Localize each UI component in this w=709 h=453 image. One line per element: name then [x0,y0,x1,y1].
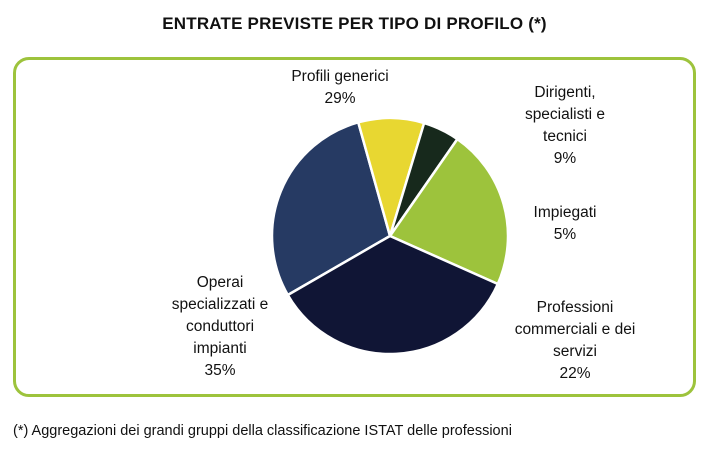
slice-value-profili-generici: 29% [324,90,356,107]
slice-value-operai: 35% [204,362,236,379]
slice-name-profili-generici: Profili generici [291,68,389,85]
slice-name-operai-line-3: conduttori [185,318,255,335]
pie-slice-operai [286,234,500,356]
slice-value-impiegati: 5% [553,226,577,243]
slice-name-operai-line-4: impianti [193,340,247,357]
footnote: (*) Aggregazioni dei grandi gruppi della… [13,423,512,439]
slice-name-impiegati: Impiegati [533,204,597,221]
slice-label-professioni-commerciali: Professioni commerciali e dei servizi 22… [490,297,660,385]
slice-name-operai-line-1: Operai [196,274,244,291]
slice-name-dirigenti-line-2: specialisti e [524,106,606,123]
slice-name-dirigenti-line-1: Dirigenti, [534,84,596,101]
slice-name-professioni-line-1: Professioni [536,299,614,316]
chart-title: ENTRATE PREVISTE PER TIPO DI PROFILO (*) [162,14,547,33]
chart-frame [13,57,696,397]
slice-name-dirigenti-line-3: tecnici [543,128,587,145]
slice-name-operai-line-2: specializzati e [171,296,269,313]
slice-label-impiegati: Impiegati 5% [500,202,630,246]
slice-value-professioni: 22% [559,365,591,382]
slice-label-profili-generici: Profili generici 29% [250,66,430,110]
slice-label-operai: Operai specializzati e conduttori impian… [140,272,300,382]
slice-name-professioni-line-2: commerciali e dei [514,321,636,338]
slice-name-professioni-line-3: servizi [553,343,597,360]
slice-label-dirigenti: Dirigenti, specialisti e tecnici 9% [485,82,645,170]
slice-value-dirigenti: 9% [553,150,577,167]
